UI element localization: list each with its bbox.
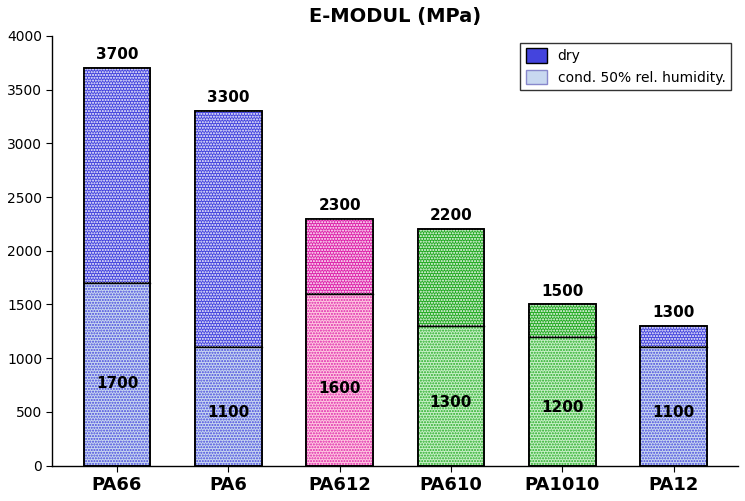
Bar — [306, 294, 373, 465]
Text: 1600: 1600 — [318, 381, 361, 396]
Bar — [195, 347, 261, 465]
Bar — [529, 337, 595, 465]
Bar — [640, 326, 707, 465]
Bar — [195, 111, 261, 347]
Text: 1300: 1300 — [653, 305, 694, 320]
Legend: dry, cond. 50% rel. humidity.: dry, cond. 50% rel. humidity. — [520, 43, 731, 91]
Bar — [83, 68, 150, 283]
Bar — [417, 229, 484, 326]
Bar — [83, 68, 150, 283]
Text: 1300: 1300 — [430, 395, 472, 410]
Bar — [195, 111, 261, 465]
Bar — [306, 218, 373, 465]
Bar — [529, 305, 595, 337]
Text: 1100: 1100 — [207, 405, 250, 420]
Bar — [640, 347, 707, 465]
Bar — [195, 347, 261, 465]
Bar — [83, 68, 150, 465]
Bar — [417, 229, 484, 465]
Text: 2300: 2300 — [318, 197, 361, 212]
Text: 1100: 1100 — [653, 405, 694, 420]
Bar — [306, 218, 373, 294]
Text: 1500: 1500 — [541, 284, 583, 299]
Bar — [417, 229, 484, 326]
Text: 2200: 2200 — [430, 208, 472, 223]
Text: 3700: 3700 — [96, 47, 139, 62]
Title: E-MODUL (MPa): E-MODUL (MPa) — [309, 7, 481, 26]
Bar — [529, 337, 595, 465]
Bar — [529, 305, 595, 465]
Text: 1700: 1700 — [96, 376, 139, 391]
Bar — [83, 283, 150, 465]
Text: 3300: 3300 — [207, 90, 250, 105]
Text: 1200: 1200 — [541, 400, 583, 415]
Bar — [83, 283, 150, 465]
Bar — [417, 326, 484, 465]
Bar — [306, 218, 373, 294]
Bar — [640, 347, 707, 465]
Bar — [529, 305, 595, 337]
Bar — [640, 326, 707, 347]
Bar — [195, 111, 261, 347]
Bar — [306, 294, 373, 465]
Bar — [417, 326, 484, 465]
Bar — [640, 326, 707, 347]
